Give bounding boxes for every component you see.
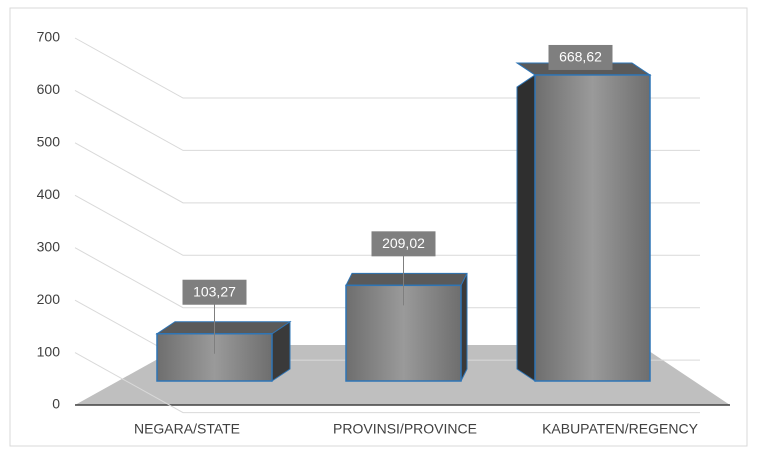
bar-side [460, 273, 468, 382]
value-label: 103,27 [193, 283, 236, 299]
x-tick-label: PROVINSI/PROVINCE [333, 421, 477, 437]
value-label-box [548, 44, 613, 70]
x-tick-label: KABUPATEN/REGENCY [542, 421, 699, 437]
x-tick-label: NEGARA/STATE [134, 421, 240, 437]
y-tick-label: 300 [37, 238, 61, 254]
value-label-box [371, 231, 436, 257]
y-tick-label: 600 [37, 81, 61, 97]
grid-line [74, 352, 700, 414]
y-tick-label: 400 [37, 186, 61, 202]
bar-side [516, 74, 536, 382]
bar [534, 74, 651, 382]
value-label-box [182, 279, 247, 305]
value-label: 209,02 [382, 235, 425, 251]
y-tick-label: 100 [37, 343, 61, 359]
y-tick-label: 0 [52, 396, 60, 412]
y-tick-label: 700 [37, 29, 61, 45]
value-label: 668,62 [559, 49, 602, 65]
y-tick-label: 500 [37, 134, 61, 150]
bar-top [155, 321, 292, 335]
y-tick-label: 200 [37, 291, 61, 307]
bar-top [345, 272, 468, 286]
